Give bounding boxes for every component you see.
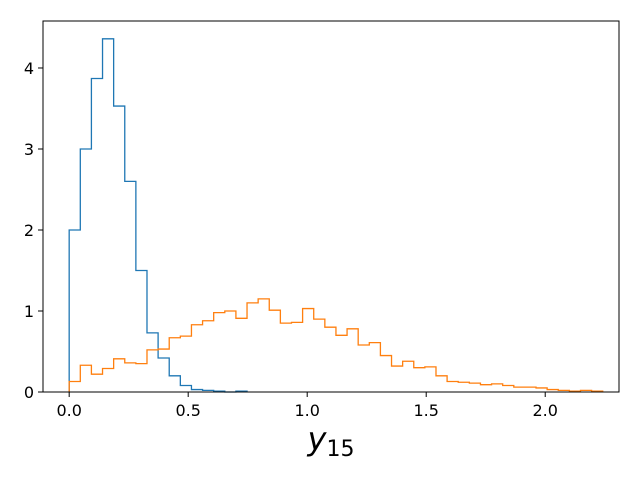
histogram-bar-series-2-bin-33 [436, 376, 447, 392]
y-tick-label: 1 [24, 302, 34, 321]
histogram-bar-series-1-bin-4 [114, 106, 125, 392]
histogram-bar-series-2-bin-10 [180, 336, 191, 392]
histogram-bar-series-2-bin-19 [280, 323, 291, 392]
histogram-bar-series-2-bin-8 [158, 349, 169, 392]
histogram-bar-series-2-bin-36 [469, 383, 480, 392]
histogram-bar-series-2-bin-26 [358, 345, 369, 392]
histogram-bar-series-2-bin-21 [303, 309, 314, 392]
axis-ticks: 0.0 0.5 1.0 1.5 2.0 0 1 2 3 4 [24, 59, 558, 420]
histogram-bar-series-2-bin-0 [69, 381, 80, 392]
histogram-bar-series-2-bin-34 [447, 381, 458, 392]
histogram-bar-series-2-bin-35 [458, 382, 469, 392]
histogram-bar-series-2-bin-14 [225, 311, 236, 392]
x-tick-label: 0.5 [175, 401, 200, 420]
histogram-series-2 [68, 298, 604, 392]
histogram-bar-series-2-bin-27 [369, 343, 380, 392]
histogram-bar-series-2-bin-2 [91, 374, 102, 392]
histogram-bar-series-2-bin-4 [114, 359, 125, 392]
histogram-bar-series-2-bin-15 [236, 318, 247, 392]
y-tick-label: 0 [24, 383, 34, 402]
histogram-bar-series-1-bin-3 [103, 39, 114, 392]
x-tick-label: 1.5 [413, 401, 438, 420]
histogram-bar-series-2-bin-28 [380, 356, 391, 392]
x-tick-label: 0.0 [56, 401, 81, 420]
histogram-bar-series-2-bin-24 [336, 335, 347, 392]
histogram-bar-series-2-bin-23 [325, 327, 336, 392]
histogram-bar-series-2-bin-3 [103, 369, 114, 392]
histogram-bar-series-2-bin-37 [480, 385, 491, 392]
y-tick-label: 4 [24, 59, 34, 78]
histogram-bar-series-2-bin-13 [214, 313, 225, 392]
y-tick-label: 3 [24, 140, 34, 159]
histogram-bar-series-2-bin-31 [414, 368, 425, 392]
x-tick-label: 1.0 [294, 401, 319, 420]
histogram-bar-series-2-bin-6 [136, 364, 147, 392]
histogram-bar-series-2-bin-16 [247, 303, 258, 392]
histogram-bar-series-2-bin-1 [80, 365, 91, 392]
histogram-bar-series-2-bin-39 [503, 386, 514, 392]
histogram-bar-series-2-bin-41 [525, 387, 536, 392]
histogram-bar-series-2-bin-7 [147, 350, 158, 392]
histogram-bar-series-2-bin-40 [514, 387, 525, 392]
histogram-bar-series-2-bin-20 [291, 322, 302, 392]
x-axis-label: y15 [307, 420, 355, 462]
histogram-bar-series-2-bin-29 [392, 366, 403, 392]
histogram-bar-series-1-bin-1 [80, 149, 91, 392]
histogram-bar-series-2-bin-12 [203, 321, 214, 392]
histogram-bar-series-2-bin-18 [269, 310, 280, 392]
histogram-bar-series-2-bin-25 [347, 329, 358, 392]
histogram-bar-series-2-bin-17 [258, 299, 269, 392]
axes-frame [42, 20, 620, 393]
histogram-bar-series-2-bin-42 [536, 388, 547, 392]
x-tick-label: 2.0 [532, 401, 557, 420]
y-tick-label: 2 [24, 221, 34, 240]
x-axis-label-main: y [307, 420, 328, 458]
histogram-bar-series-2-bin-22 [314, 319, 325, 392]
histogram-bar-series-2-bin-5 [125, 363, 136, 392]
x-axis-label-subscript: 15 [326, 437, 354, 462]
histogram-bar-series-2-bin-30 [403, 361, 414, 392]
histogram-bar-series-2-bin-9 [169, 338, 180, 392]
histogram-bar-series-1-bin-5 [125, 181, 136, 392]
histogram-bar-series-2-bin-32 [425, 367, 436, 392]
histogram-bar-series-1-bin-2 [91, 79, 102, 392]
plot-area [68, 38, 604, 393]
histogram-bar-series-1-bin-0 [69, 230, 80, 392]
histogram-bar-series-2-bin-11 [191, 325, 202, 392]
histogram-series-1 [68, 38, 248, 393]
histogram-bar-series-2-bin-38 [492, 384, 503, 392]
